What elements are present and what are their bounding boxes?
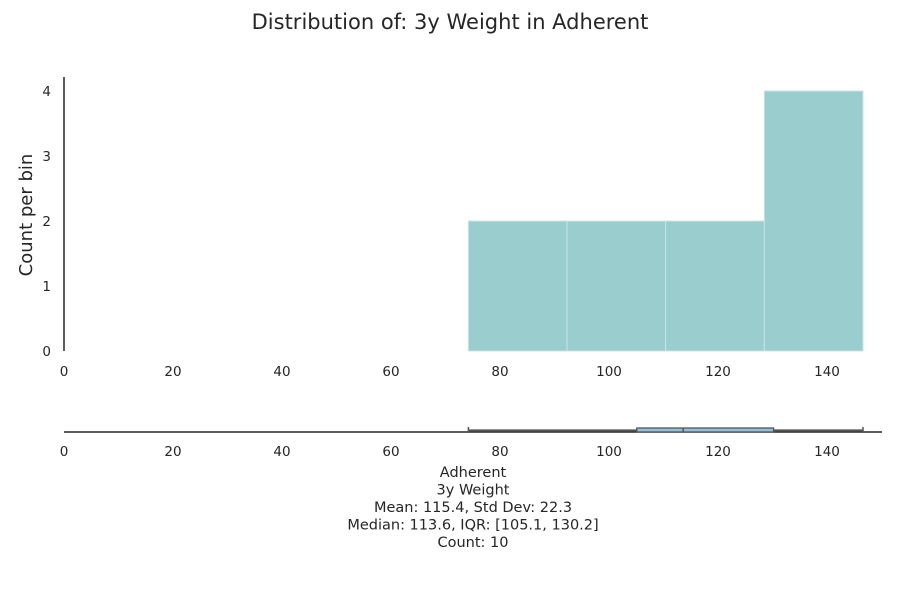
stats-line-3: Median: 113.6, IQR: [105.1, 130.2]	[347, 518, 598, 534]
boxplot-x-tick-label-1: 20	[164, 444, 181, 460]
stats-line-4: Count: 10	[437, 535, 508, 551]
y-tick-label-0: 0	[42, 344, 51, 360]
x-tick-label-7: 140	[814, 364, 840, 380]
x-tick-label-1: 20	[164, 364, 181, 380]
histogram-bar-3	[763, 90, 864, 352]
boxplot: 0 20 40 60 80 100 120 140	[60, 427, 882, 460]
x-tick-label-2: 40	[273, 364, 290, 380]
x-tick-label-3: 60	[382, 364, 399, 380]
histogram-bar-0	[467, 220, 568, 352]
boxplot-x-tick-label-3: 60	[382, 444, 399, 460]
stats-line-1: 3y Weight	[437, 483, 510, 499]
stats-line-2: Mean: 115.4, Std Dev: 22.3	[374, 500, 572, 516]
x-tick-label-5: 100	[596, 364, 622, 380]
boxplot-x-tick-label-2: 40	[273, 444, 290, 460]
boxplot-x-tick-label-7: 140	[814, 444, 840, 460]
y-tick-label-3: 3	[42, 149, 51, 165]
y-axis-label: Count per bin	[16, 154, 37, 277]
x-tick-label-4: 80	[491, 364, 508, 380]
boxplot-x-tick-label-4: 80	[491, 444, 508, 460]
histogram-bars	[467, 90, 864, 352]
y-tick-label-1: 1	[42, 279, 51, 295]
x-tick-label-6: 120	[705, 364, 731, 380]
boxplot-x-tick-label-5: 100	[596, 444, 622, 460]
boxplot-x-tick-label-6: 120	[705, 444, 731, 460]
chart-title: Distribution of: 3y Weight in Adherent	[252, 10, 649, 34]
y-tick-label-4: 4	[42, 84, 51, 100]
boxplot-box	[636, 427, 775, 433]
y-tick-label-2: 2	[42, 214, 51, 230]
histogram-bar-1	[566, 220, 667, 352]
boxplot-x-tick-label-0: 0	[60, 444, 69, 460]
histogram-bar-2	[665, 220, 765, 352]
x-tick-label-0: 0	[60, 364, 69, 380]
stats-line-0: Adherent	[440, 465, 507, 481]
